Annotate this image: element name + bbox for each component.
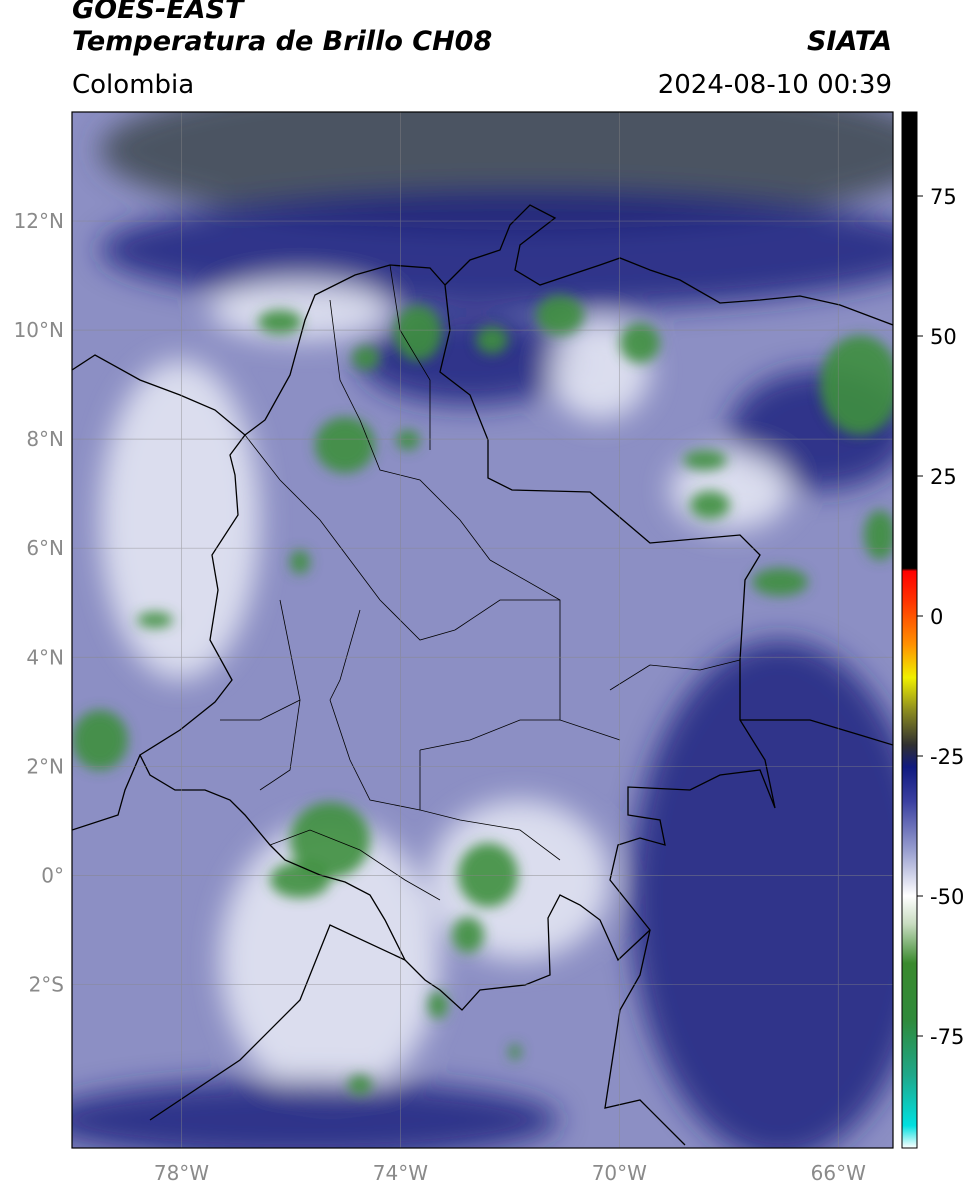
map-panel — [72, 112, 893, 1148]
latitude-axis: 12°N 10°N 8°N 6°N 4°N 2°N 0° 2°S — [14, 209, 64, 996]
colombia-border — [139, 264, 776, 1011]
longitude-tick-label: 66°W — [811, 1161, 866, 1185]
longitude-tick-label: 74°W — [373, 1161, 428, 1185]
venezuela-coast — [444, 204, 893, 326]
storm-cell — [258, 310, 302, 334]
department-boundary — [329, 609, 361, 701]
storm-cell — [864, 510, 893, 560]
department-boundary — [489, 559, 621, 741]
map-frame — [71, 111, 894, 1149]
latitude-tick-label: 2°S — [29, 972, 64, 996]
peru-border — [149, 924, 406, 1121]
latitude-tick-label: 8°N — [26, 427, 64, 451]
latitude-tick-label: 2°N — [26, 754, 64, 778]
storm-cell — [137, 612, 173, 628]
storm-cell — [536, 295, 584, 335]
brazil-venezuela-border — [740, 719, 893, 746]
department-boundary — [259, 599, 301, 791]
moist-region-west — [100, 360, 260, 680]
department-boundary — [220, 699, 301, 721]
storm-cell — [394, 305, 442, 361]
storm-cell — [352, 346, 380, 370]
agency-label: SIATA — [806, 26, 892, 57]
longitude-tick-label: 78°W — [154, 1161, 209, 1185]
department-boundary — [329, 299, 491, 561]
colorbar-tick-label: 75 — [930, 185, 957, 209]
country-boundaries — [72, 204, 893, 1146]
graticule — [72, 112, 893, 1148]
department-boundary — [389, 264, 431, 450]
colorbar-tick-label: -25 — [930, 745, 964, 769]
colorbar-axis: 75 50 25 0 -25 -50 -75 — [917, 185, 964, 1049]
colorbar-tick-label: 25 — [930, 465, 957, 489]
datetime-label: 2024-08-10 00:39 — [657, 70, 892, 100]
latitude-tick-label: 10°N — [14, 318, 64, 342]
storm-cell — [72, 710, 128, 770]
satellite-title: GOES-EAST — [72, 0, 244, 25]
storm-cell — [458, 843, 518, 907]
storm-cell — [348, 1075, 372, 1095]
department-boundary — [419, 750, 561, 861]
storm-cell — [752, 568, 808, 596]
storm-cell — [315, 417, 375, 473]
longitude-axis: 78°W 74°W 70°W 66°W — [154, 1161, 866, 1185]
moist-region-south — [220, 820, 440, 1100]
latitude-tick-label: 0° — [41, 863, 64, 887]
colorbar-tick-label: 50 — [930, 325, 957, 349]
panama-coast — [72, 354, 246, 436]
storm-cell — [683, 450, 727, 470]
convective-cells — [72, 295, 893, 1095]
storm-cell — [396, 430, 420, 450]
department-boundaries — [220, 264, 741, 901]
department-boundary — [244, 434, 456, 641]
storm-cell — [290, 802, 370, 878]
latitude-tick-label: 4°N — [26, 645, 64, 669]
department-boundary — [269, 829, 441, 901]
storm-cell — [476, 326, 508, 354]
storm-cell — [690, 491, 730, 519]
region-label: Colombia — [72, 70, 195, 100]
department-boundary — [609, 659, 741, 691]
latitude-tick-label: 6°N — [26, 536, 64, 560]
storm-cell — [620, 323, 660, 363]
latitude-tick-label: 12°N — [14, 209, 64, 233]
storm-cell — [270, 862, 330, 898]
storm-cell — [820, 335, 893, 435]
dry-air-band-far-south — [72, 1080, 560, 1148]
storm-cell — [452, 917, 484, 953]
longitude-tick-label: 70°W — [592, 1161, 647, 1185]
moist-region-caribbean — [210, 280, 390, 340]
storm-cell — [290, 550, 310, 574]
dry-air-band-north — [100, 190, 893, 310]
department-boundary — [329, 699, 421, 811]
colorbar — [901, 111, 918, 1149]
colorbar-tick-label: -50 — [930, 885, 964, 909]
ecuador-coast — [72, 754, 141, 831]
brazil-border — [604, 929, 686, 1146]
product-title: Temperatura de Brillo CH08 — [72, 26, 493, 57]
colorbar-tick-label: 0 — [930, 605, 943, 629]
storm-cell — [428, 991, 448, 1019]
dry-air-band-southeast — [630, 640, 893, 1148]
department-boundary — [454, 599, 560, 631]
department-boundary — [419, 719, 560, 751]
colorbar-tick-label: -75 — [930, 1025, 964, 1049]
cloud-field — [72, 112, 893, 1148]
storm-cell — [509, 1044, 521, 1060]
